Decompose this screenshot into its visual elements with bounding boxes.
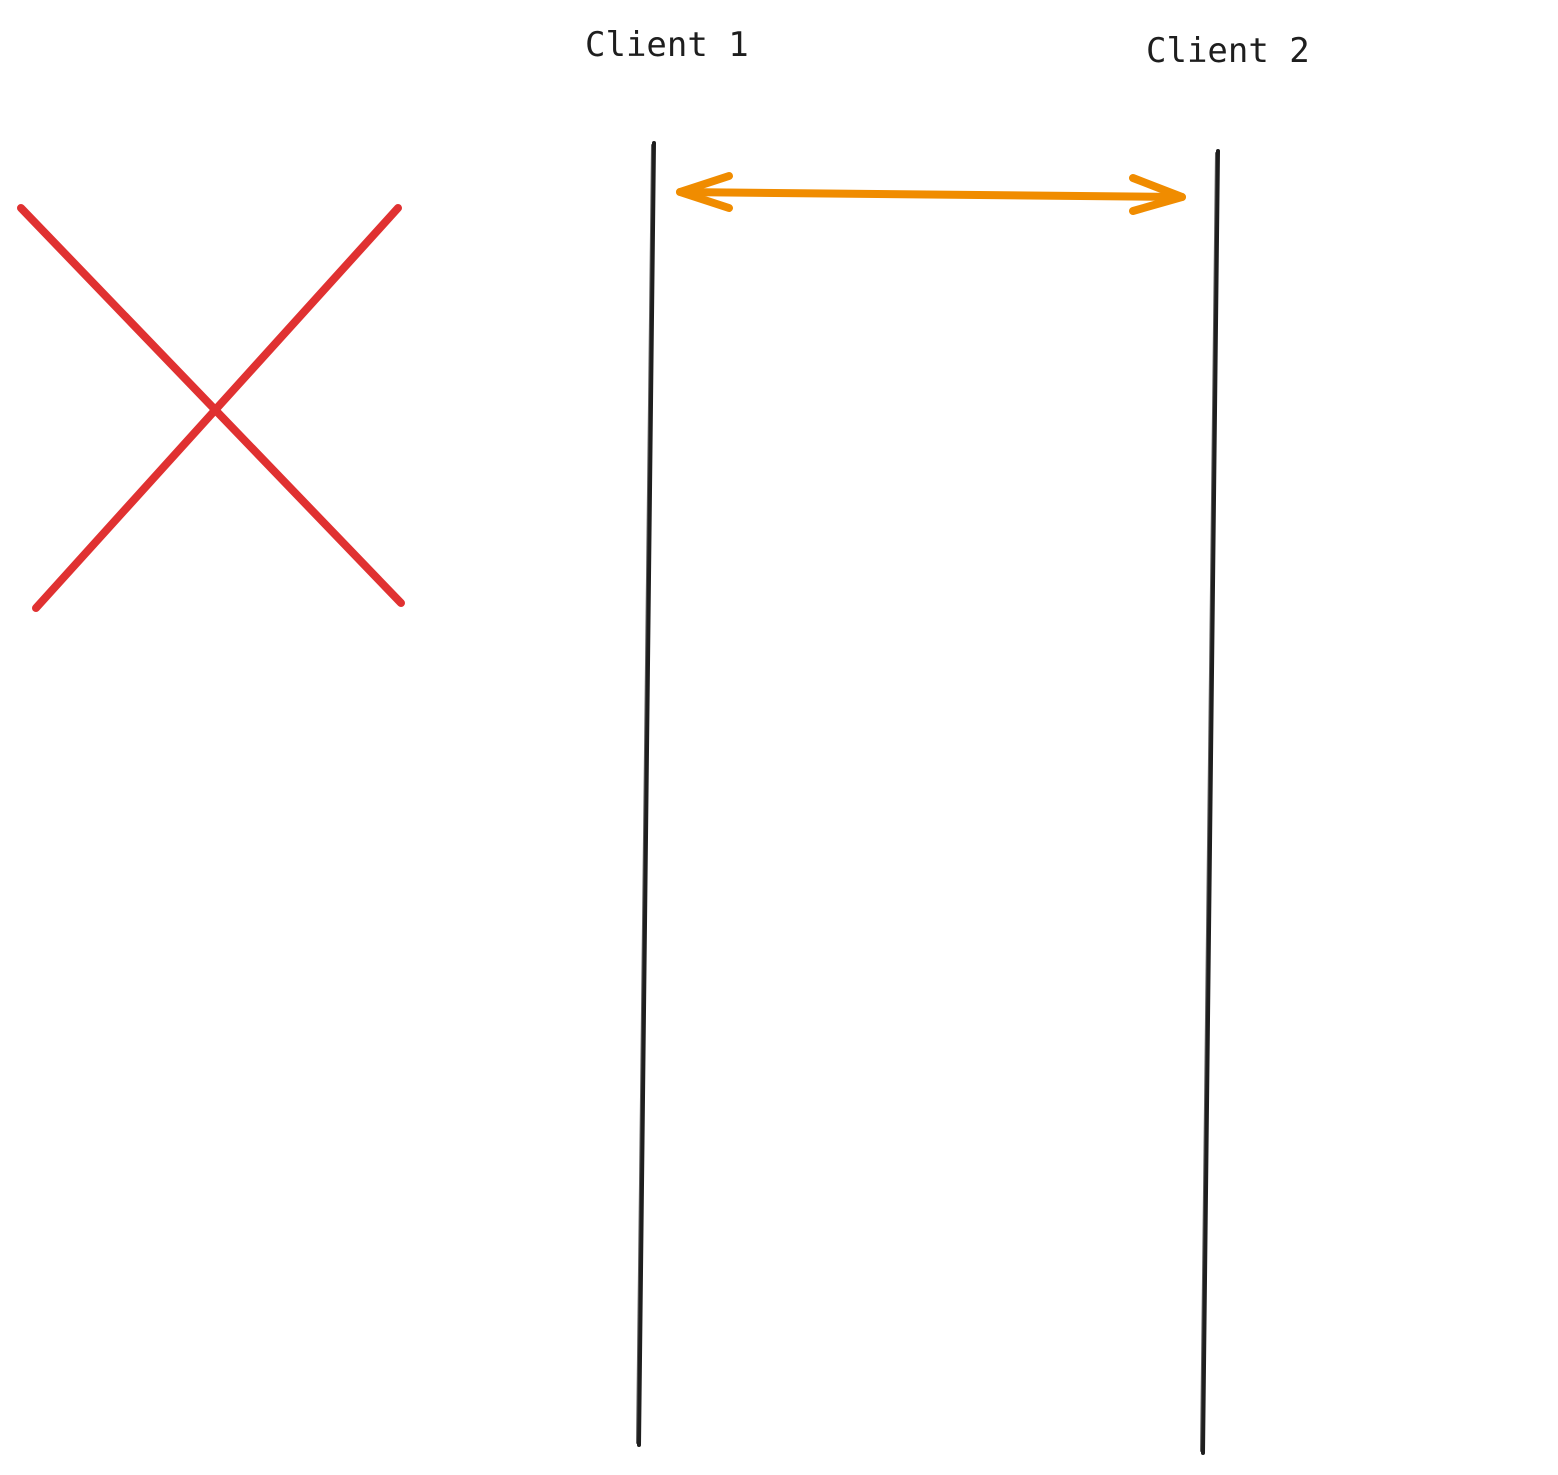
cross-icon [17,204,405,612]
arrowhead-right-icon [1129,174,1186,215]
client-2-label: Client 2 [1146,31,1310,71]
bidirectional-arrow [676,172,1186,215]
arrowhead-left-icon [676,172,733,212]
client-1-label: Client 1 [585,25,749,65]
client-2-lifeline [1200,149,1220,1455]
client-1-lifeline [636,141,656,1447]
